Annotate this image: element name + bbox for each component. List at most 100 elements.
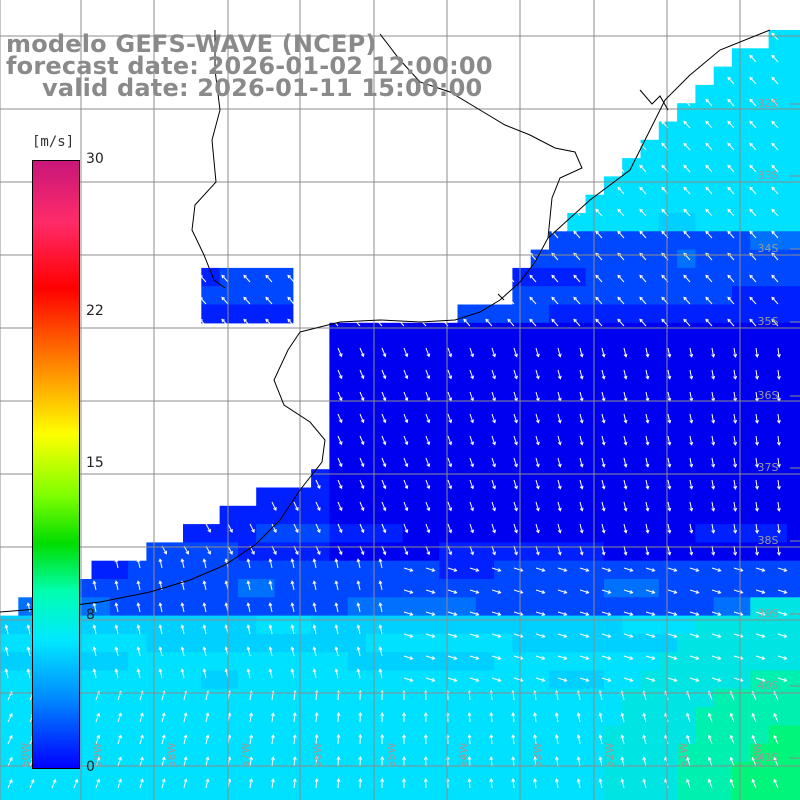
wind-speed-cell — [640, 487, 660, 507]
wind-speed-cell — [622, 286, 642, 306]
wind-speed-cell — [457, 322, 477, 342]
wind-speed-cell — [567, 798, 587, 800]
wind-speed-cell — [494, 798, 513, 800]
wind-arrow — [117, 778, 122, 789]
wind-speed-cell — [677, 249, 696, 269]
wind-speed-cell — [366, 396, 385, 415]
wind-speed-cell — [530, 469, 550, 489]
wind-speed-cell — [201, 267, 221, 287]
wind-speed-cell — [768, 798, 788, 800]
wind-arrow — [639, 318, 647, 327]
wind-speed-cell — [91, 688, 111, 708]
wind-arrow — [683, 208, 691, 217]
wind-speed-cell — [494, 579, 513, 598]
wind-arrow — [4, 624, 9, 635]
wind-speed-cell — [786, 121, 800, 141]
wind-speed-cell — [677, 304, 696, 324]
wind-speed-cell — [713, 652, 733, 672]
wind-speed-cell — [677, 707, 696, 726]
wind-speed-cell — [457, 341, 477, 360]
wind-speed-cell — [329, 597, 349, 617]
wind-arrow — [358, 778, 363, 789]
wind-arrow — [554, 734, 559, 745]
wind-speed-cell — [750, 84, 770, 104]
wind-arrow — [491, 413, 496, 424]
wind-speed-cell — [109, 688, 129, 708]
wind-speed-cell — [567, 267, 587, 287]
wind-speed-cell — [585, 725, 605, 745]
wind-arrow — [199, 296, 207, 305]
wind-arrow — [425, 369, 431, 380]
wind-speed-cell — [256, 780, 276, 800]
wind-speed-cell — [768, 707, 788, 726]
wind-arrow — [683, 230, 691, 239]
wind-arrow — [755, 479, 759, 490]
wind-arrow — [749, 98, 757, 107]
wind-arrow — [751, 712, 757, 723]
wind-speed-cell — [786, 560, 800, 580]
wind-speed-cell — [366, 725, 385, 745]
wind-arrow — [686, 778, 691, 789]
wind-arrow — [491, 435, 496, 446]
wind-speed-cell — [603, 652, 623, 672]
wind-speed-cell — [494, 560, 513, 580]
wind-arrow — [683, 142, 691, 151]
wind-arrow — [667, 589, 678, 594]
wind-arrow — [729, 712, 735, 723]
wind-speed-cell — [603, 396, 623, 415]
wind-speed-cell — [73, 780, 93, 800]
wind-speed-cell — [457, 487, 477, 507]
wind-speed-cell — [420, 633, 440, 653]
wind-speed-cell — [695, 213, 715, 232]
wind-arrow — [359, 523, 365, 534]
wind-speed-cell — [402, 359, 422, 379]
title-valid-date: valid date: 2026-01-11 15:00:00 — [42, 74, 483, 102]
wind-arrow — [380, 756, 385, 767]
wind-speed-cell — [658, 542, 678, 562]
wind-arrow — [755, 347, 759, 358]
wind-arrow — [535, 589, 546, 594]
wind-arrow — [114, 646, 119, 657]
wind-arrow — [711, 501, 716, 512]
wind-speed-cell — [567, 633, 587, 653]
wind-arrow — [513, 655, 524, 660]
wind-speed-cell — [658, 579, 678, 598]
wind-arrow — [623, 369, 628, 380]
wind-arrow — [773, 756, 779, 767]
wind-speed-cell — [640, 542, 660, 562]
wind-arrow — [755, 611, 766, 616]
wind-speed-cell — [567, 396, 587, 415]
colorbar-tick-30: 30 — [86, 151, 104, 167]
wind-speed-cell — [549, 780, 568, 800]
wind-speed-cell — [91, 633, 111, 653]
wind-speed-cell — [677, 103, 696, 123]
wind-speed-cell — [585, 762, 605, 781]
wind-speed-cell — [347, 762, 367, 781]
wind-arrow — [447, 479, 453, 490]
wind-arrow — [667, 611, 678, 616]
wind-arrow — [623, 479, 628, 490]
wind-speed-cell — [146, 633, 166, 653]
wind-speed-cell — [567, 432, 587, 452]
wind-speed-cell — [366, 487, 385, 507]
wind-arrow — [205, 778, 210, 789]
wind-speed-cell — [567, 560, 587, 580]
wind-arrow — [378, 624, 383, 635]
wind-speed-cell — [384, 579, 404, 598]
wind-speed-cell — [567, 414, 587, 434]
wind-speed-cell — [219, 688, 239, 708]
wind-speed-cell — [201, 286, 221, 306]
wind-speed-cell — [713, 560, 733, 580]
wind-arrow — [491, 369, 496, 380]
wind-arrow — [447, 347, 453, 358]
wind-speed-cell — [146, 780, 166, 800]
wind-speed-cell — [549, 633, 568, 653]
wind-arrow — [773, 778, 779, 789]
wind-arrow — [467, 734, 472, 745]
wind-arrow — [535, 523, 540, 534]
wind-speed-cell — [457, 633, 477, 653]
lat-label: 38S — [758, 534, 779, 547]
wind-arrow — [755, 655, 766, 660]
wind-speed-cell — [457, 597, 477, 617]
lon-label: 60W — [19, 742, 32, 767]
